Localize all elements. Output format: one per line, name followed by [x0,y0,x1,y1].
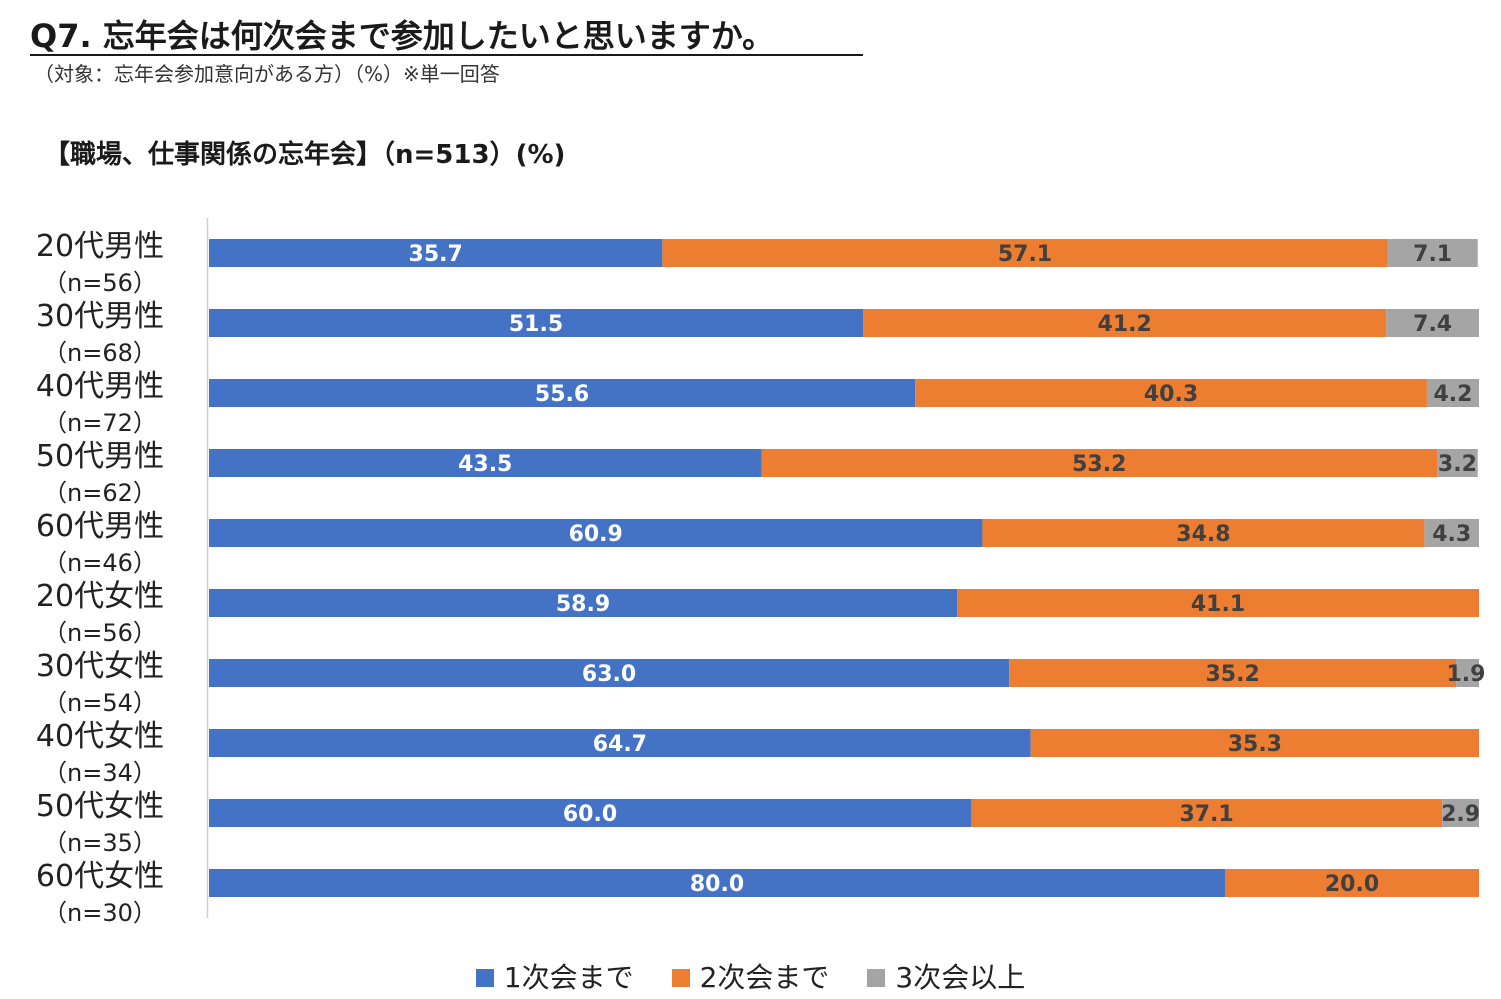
bar-segment-series-2 [1009,659,1457,687]
category-name: 30代女性 [35,649,165,684]
legend-swatch [867,969,886,987]
data-label: 37.1 [1179,802,1233,827]
data-label: 55.6 [535,382,589,407]
category-label: 20代男性 （n=56） [0,229,200,299]
bar-segment-series-2 [662,239,1388,267]
bar-segment-series-1 [209,799,971,827]
legend-swatch [475,969,494,987]
category-sample-size: （n=46） [43,549,157,577]
legend-swatch [671,969,690,987]
data-label: 40.3 [1144,382,1198,407]
bar-segment-series-3 [1386,309,1479,337]
bar-segment-series-3 [1442,799,1479,827]
data-label: 60.9 [569,522,623,547]
category-name: 40代男性 [35,369,165,404]
bar-segment-series-1 [209,449,762,477]
category-sample-size: （n=62） [43,479,157,507]
data-label: 64.7 [593,732,647,757]
data-label: 3.2 [1438,452,1477,477]
category-sample-size: （n=68） [43,339,157,367]
legend-label: 2次会まで [699,961,830,994]
category-label: 30代男性 （n=68） [0,299,200,369]
data-label: 60.0 [563,802,617,827]
page-subtitle: （対象：忘年会参加意向がある方）（%）※単一回答 [34,62,500,86]
title-underline [30,54,863,56]
data-label: 20.0 [1325,872,1379,897]
bar-segment-series-3 [1437,449,1478,477]
bar-segment-series-3 [1426,379,1479,407]
chart-title: 【職場、仕事関係の忘年会】（n=513）(%) [44,140,566,170]
legend-label: 3次会以上 [895,961,1026,994]
category-sample-size: （n=56） [43,619,157,647]
bar-segment-series-2 [863,309,1387,337]
data-label: 7.4 [1413,312,1452,337]
data-label: 34.8 [1176,522,1230,547]
data-label: 53.2 [1072,452,1126,477]
category-name: 30代男性 [35,299,165,334]
category-label: 20代女性 （n=56） [0,579,200,649]
data-label: 35.7 [409,242,463,267]
data-label: 35.3 [1228,732,1282,757]
bar-segment-series-1 [209,379,916,407]
category-label: 60代女性 （n=30） [0,859,200,929]
bar-segment-series-1 [209,589,958,617]
bar-segment-series-2 [982,519,1425,547]
chart-legend: 1次会まで 2次会まで 3次会以上 [0,958,1501,998]
category-sample-size: （n=35） [43,829,157,857]
data-label: 2.9 [1441,802,1480,827]
category-label: 50代女性 （n=35） [0,789,200,859]
category-name: 40代女性 [35,719,165,754]
bar-segment-series-2 [1030,729,1479,757]
bar-segment-series-1 [209,869,1225,897]
bar-segment-series-1 [209,239,663,267]
legend-label: 1次会まで [503,961,634,994]
category-label: 30代女性 （n=54） [0,649,200,719]
bar-segment-series-3 [1456,659,1479,687]
bar-segment-series-2 [1225,869,1479,897]
data-label: 51.5 [509,312,563,337]
bar-segment-series-1 [209,729,1031,757]
bar-segment-series-2 [957,589,1479,617]
category-label: 40代女性 （n=34） [0,719,200,789]
category-label: 50代男性 （n=62） [0,439,200,509]
bar-segment-series-2 [915,379,1427,407]
bar-segment-series-1 [209,309,864,337]
category-name: 60代男性 [35,509,165,544]
category-label: 60代男性 （n=46） [0,509,200,579]
data-label: 41.1 [1191,592,1245,617]
legend-item: 2次会まで [671,960,830,996]
data-label: 1.9 [1447,662,1486,687]
category-name: 20代男性 [35,229,165,264]
data-label: 80.0 [690,872,744,897]
category-sample-size: （n=56） [43,269,157,297]
category-name: 50代女性 [35,789,165,824]
data-label: 57.1 [998,242,1052,267]
data-label: 41.2 [1098,312,1152,337]
category-name: 20代女性 [35,579,165,614]
bar-segment-series-3 [1387,239,1478,267]
bar-segment-series-1 [209,659,1010,687]
bar-segment-series-2 [971,799,1443,827]
category-sample-size: （n=30） [43,899,157,927]
data-label: 7.1 [1413,242,1452,267]
bar-segment-series-1 [209,519,983,547]
legend-item: 1次会まで [475,960,634,996]
data-label: 58.9 [556,592,610,617]
page-title: Q7. 忘年会は何次会まで参加したいと思いますか。 [30,17,775,55]
category-label: 40代男性 （n=72） [0,369,200,439]
category-name: 50代男性 [35,439,165,474]
category-sample-size: （n=34） [43,759,157,787]
legend-item: 3次会以上 [867,960,1025,996]
data-label: 43.5 [458,452,512,477]
bar-segment-series-3 [1424,519,1479,547]
category-sample-size: （n=54） [43,689,157,717]
data-label: 4.3 [1432,522,1471,547]
category-name: 60代女性 [35,859,165,894]
category-sample-size: （n=72） [43,409,157,437]
data-label: 63.0 [582,662,636,687]
data-label: 4.2 [1433,382,1472,407]
data-label: 35.2 [1205,662,1259,687]
bar-segment-series-2 [761,449,1438,477]
